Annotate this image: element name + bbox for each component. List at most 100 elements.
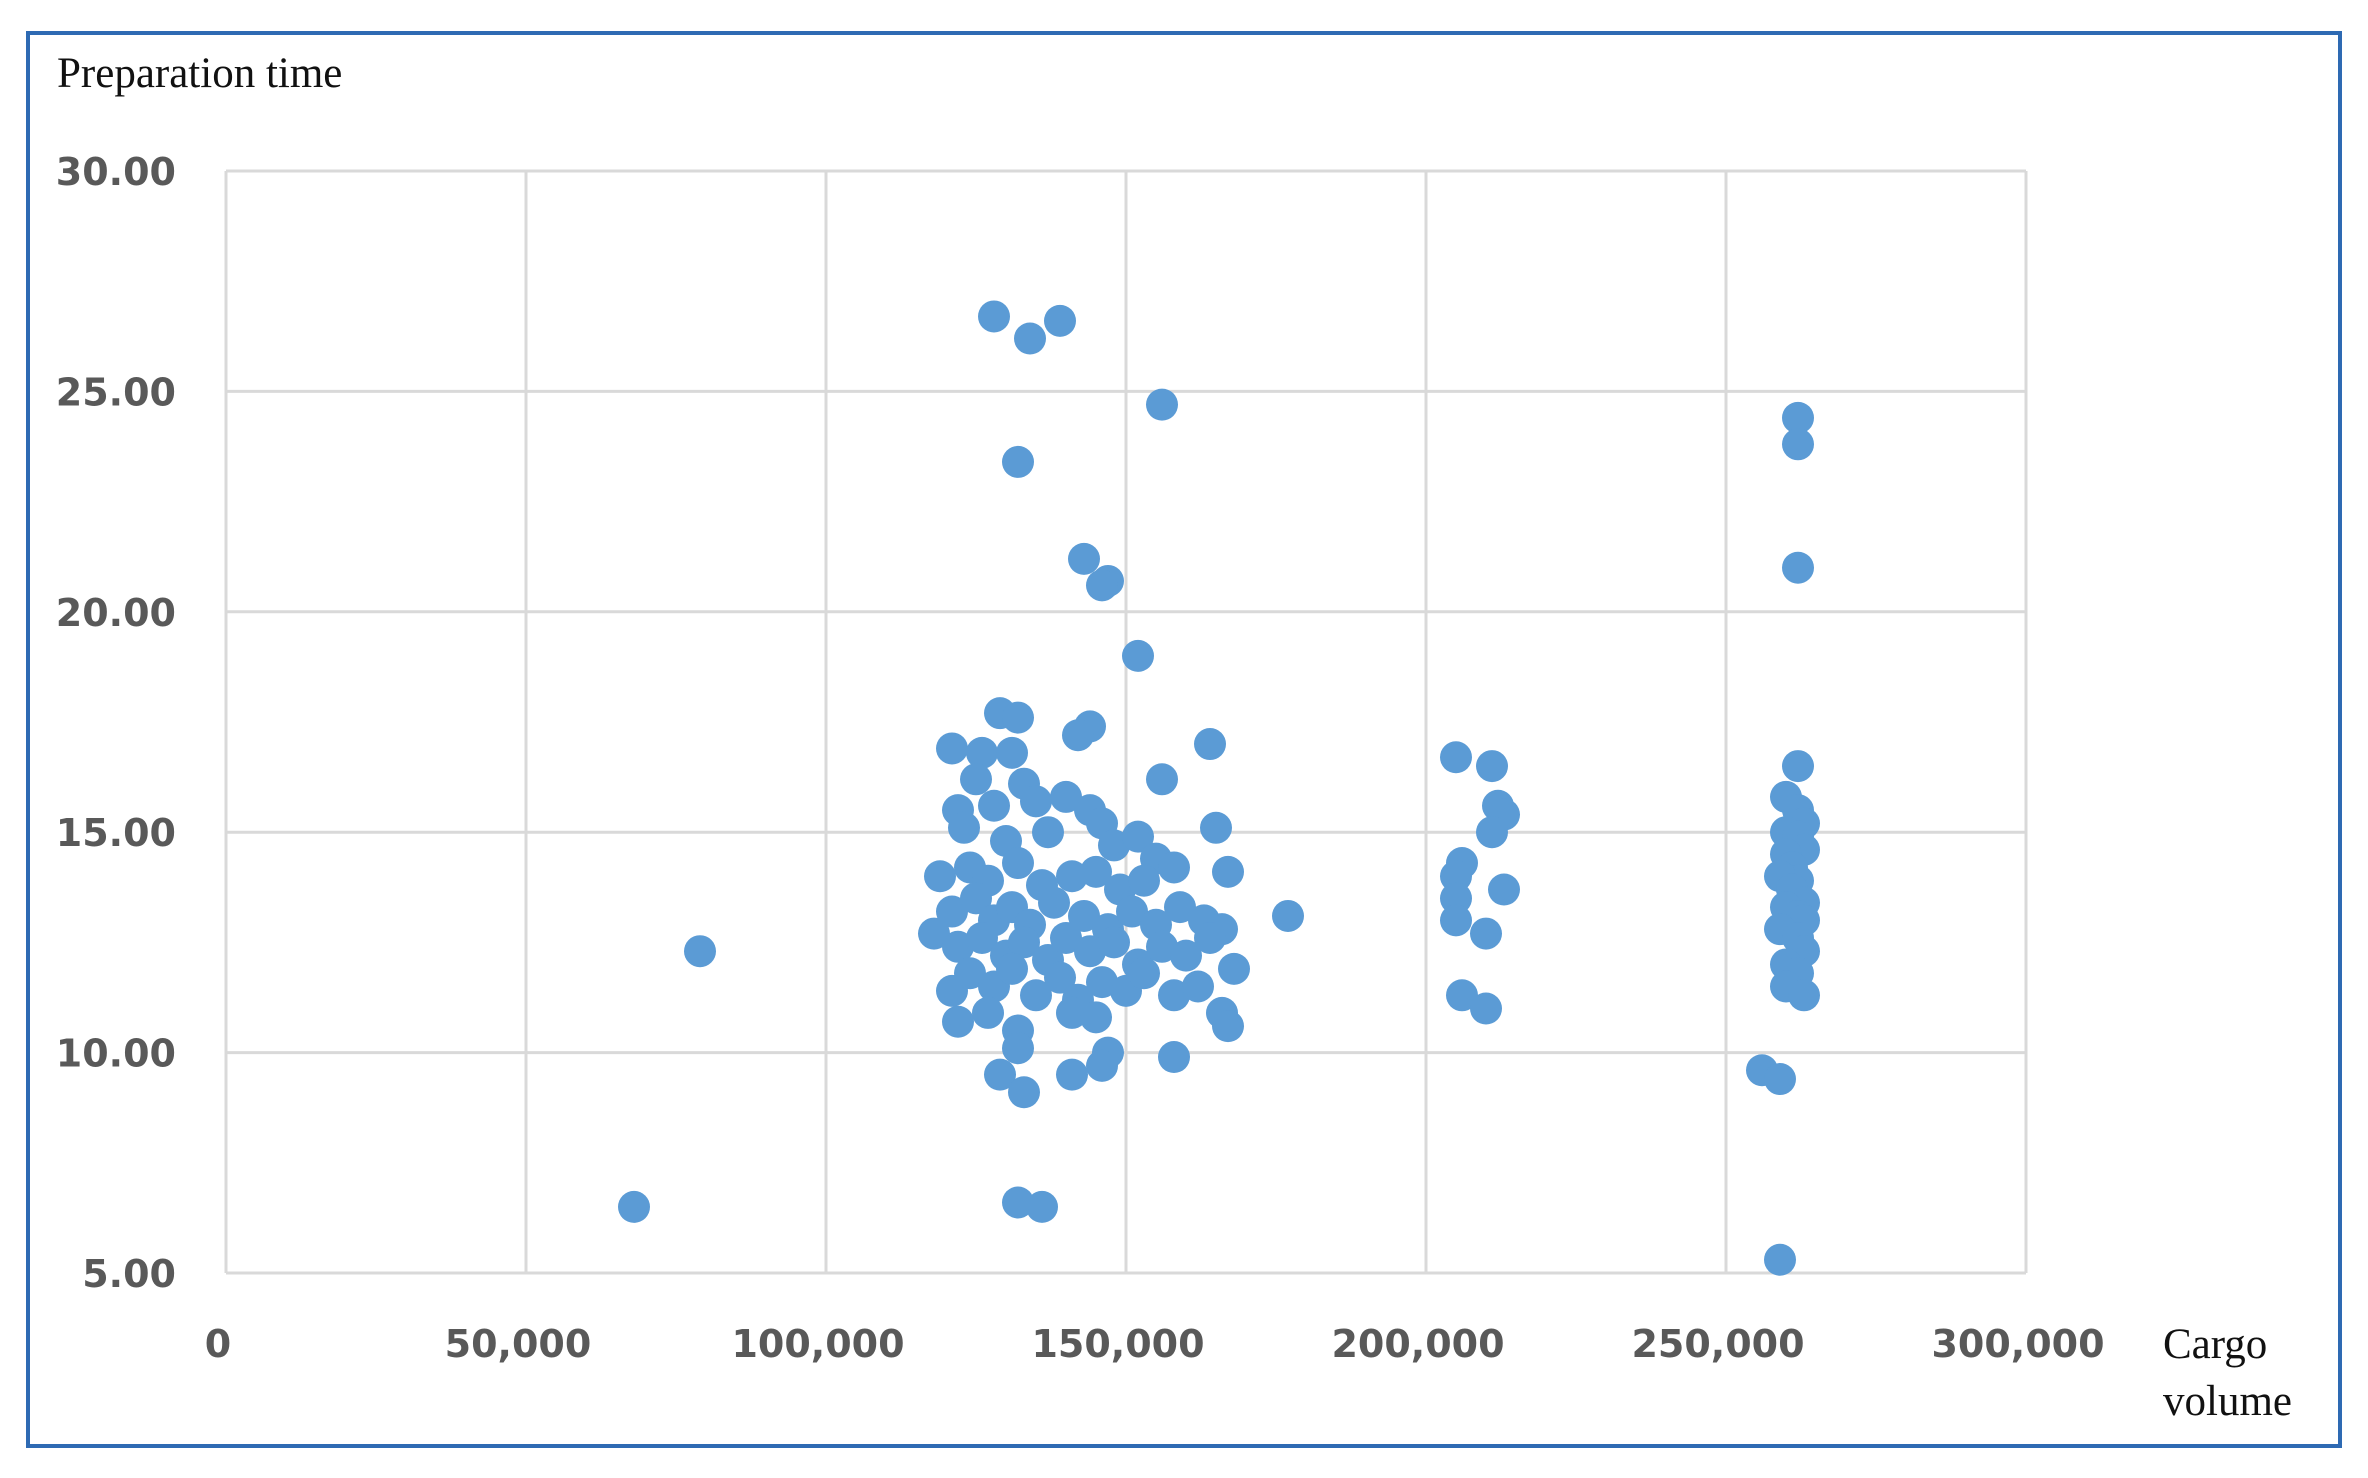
y-tick-label: 20.00	[56, 591, 176, 635]
data-point	[1158, 851, 1190, 884]
data-points	[618, 300, 1820, 1276]
data-point	[1056, 1058, 1088, 1091]
data-point	[972, 996, 1004, 1029]
data-point	[918, 917, 950, 950]
gridlines	[224, 169, 2028, 1275]
data-point	[954, 957, 986, 990]
data-point	[1056, 996, 1088, 1029]
data-point	[996, 952, 1028, 985]
x-axis-label-line-1: Cargo	[2163, 1321, 2267, 1368]
data-point	[1002, 1032, 1034, 1065]
x-tick-label: 300,000	[1931, 1322, 2104, 1366]
data-point	[1194, 921, 1226, 954]
y-axis-label: Preparation time	[57, 50, 342, 97]
data-point	[1008, 1076, 1040, 1109]
data-point	[1068, 899, 1100, 932]
data-point	[684, 935, 716, 968]
data-point	[1488, 873, 1520, 906]
data-point	[960, 763, 992, 796]
data-point	[1086, 966, 1118, 999]
data-point	[1782, 750, 1814, 783]
data-point	[1782, 551, 1814, 584]
x-tick-label: 0	[205, 1322, 231, 1366]
data-point	[1440, 882, 1472, 915]
data-point	[1194, 728, 1226, 761]
data-point	[1020, 979, 1052, 1012]
data-point	[1116, 895, 1148, 928]
data-point	[1476, 750, 1508, 783]
data-point	[1128, 864, 1160, 897]
data-point	[1782, 401, 1814, 434]
y-tick-label: 15.00	[56, 811, 176, 855]
data-point	[1098, 926, 1130, 959]
data-point	[1476, 816, 1508, 849]
y-tick-label: 10.00	[56, 1032, 176, 1076]
data-point	[1068, 542, 1100, 575]
data-point	[1080, 1001, 1112, 1034]
data-point	[1080, 855, 1112, 888]
data-point	[1002, 1186, 1034, 1219]
data-point	[1128, 957, 1160, 990]
chart-frame	[26, 31, 2342, 1448]
data-point	[1002, 847, 1034, 880]
data-point	[942, 1005, 974, 1038]
data-point	[1146, 763, 1178, 796]
data-point	[984, 1058, 1016, 1091]
data-point	[1008, 926, 1040, 959]
data-point	[1098, 829, 1130, 862]
data-point	[1074, 935, 1106, 968]
data-point	[1272, 899, 1304, 932]
data-point	[1086, 569, 1118, 602]
data-point	[966, 736, 998, 769]
x-axis-label-line-2: volume	[2163, 1378, 2292, 1425]
data-point	[1146, 388, 1178, 421]
data-point	[618, 1190, 650, 1223]
data-point	[1146, 930, 1178, 963]
data-point	[960, 882, 992, 915]
data-point	[1026, 1190, 1058, 1223]
data-point	[1764, 1063, 1796, 1096]
x-tick-label: 250,000	[1631, 1322, 1804, 1366]
data-point	[1212, 1010, 1244, 1043]
x-tick-label: 100,000	[731, 1322, 904, 1366]
data-point	[1440, 904, 1472, 937]
data-point	[966, 921, 998, 954]
x-tick-label: 50,000	[445, 1322, 592, 1366]
data-point	[1122, 820, 1154, 853]
y-tick-label: 30.00	[56, 150, 176, 194]
data-point	[1470, 992, 1502, 1025]
data-point	[1164, 891, 1196, 924]
data-point	[1038, 886, 1070, 919]
data-point	[1440, 741, 1472, 774]
data-point	[1044, 961, 1076, 994]
data-point	[1440, 860, 1472, 893]
y-tick-label: 5.00	[82, 1252, 176, 1296]
x-tick-label: 150,000	[1031, 1322, 1204, 1366]
data-point	[1032, 816, 1064, 849]
data-point	[1158, 979, 1190, 1012]
data-point	[978, 789, 1010, 822]
data-point	[936, 732, 968, 765]
data-point	[1182, 970, 1214, 1003]
data-point	[1446, 979, 1478, 1012]
data-point	[1014, 322, 1046, 355]
data-point	[924, 860, 956, 893]
data-point	[1020, 785, 1052, 818]
data-point	[1002, 445, 1034, 478]
data-point	[1158, 1041, 1190, 1074]
data-point	[1212, 855, 1244, 888]
data-point	[1056, 860, 1088, 893]
data-point	[1170, 939, 1202, 972]
y-tick-label: 25.00	[56, 370, 176, 414]
data-point	[1050, 780, 1082, 813]
data-point	[1122, 639, 1154, 672]
data-point	[936, 895, 968, 928]
data-point	[1782, 428, 1814, 461]
data-point	[996, 736, 1028, 769]
data-point	[1200, 811, 1232, 844]
data-point	[1062, 719, 1094, 752]
data-point	[1218, 952, 1250, 985]
data-point	[1470, 917, 1502, 950]
tick-labels: 0 50,000 100,000 150,000 200,000 250,000 300,0…	[56, 150, 2105, 1366]
